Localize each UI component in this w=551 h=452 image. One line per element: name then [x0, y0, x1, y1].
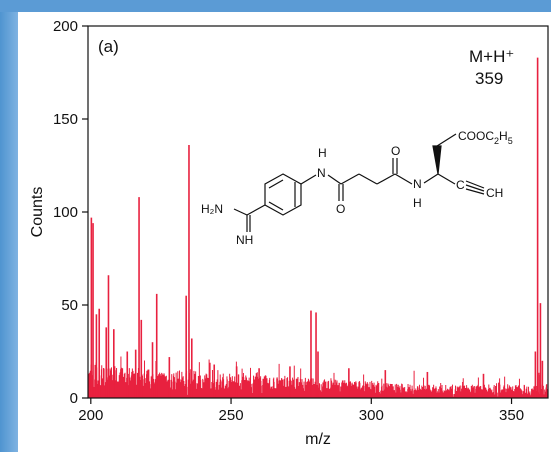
x-tick-label: 250: [219, 407, 244, 424]
label-h-bottom: H: [413, 196, 422, 210]
bond-chain-2: [358, 173, 378, 185]
label-nh: NH: [236, 233, 253, 247]
bond-ester: [436, 133, 457, 147]
label-o-left: O: [336, 202, 345, 216]
label-alkyne-ch: CH: [486, 186, 503, 200]
triple-bond-1: [465, 184, 485, 192]
annotation-mass: 359: [475, 69, 503, 88]
label-o-right: O: [391, 144, 400, 158]
y-axis-title: Counts: [29, 187, 46, 238]
molecule-structure: [233, 133, 485, 232]
triple-bond-2: [465, 188, 485, 195]
annotation-mh: M+H⁺: [469, 47, 514, 66]
molecule-labels: H N O O N H H₂N NH COOC2H5 C CH: [201, 129, 513, 247]
x-axis: 200 250 300 350: [78, 398, 524, 424]
x-tick-label: 200: [78, 407, 103, 424]
spectrum-series: [88, 57, 548, 398]
bond-h2n: [233, 208, 248, 216]
ring-double-bond-2: [268, 179, 284, 189]
bond-chain-1: [340, 173, 360, 185]
x-tick-label: 300: [359, 407, 384, 424]
y-tick-label: 100: [53, 204, 78, 221]
x-tick-label: 350: [499, 407, 524, 424]
y-axis: 0 50 100 150 200: [53, 18, 88, 407]
label-h2n: H₂N: [201, 202, 223, 216]
panel-label: (a): [98, 37, 119, 56]
bond-n-co: [327, 174, 342, 185]
bond-amidine: [246, 204, 266, 216]
y-tick-label: 50: [61, 297, 78, 314]
label-alkyne-c: C: [456, 178, 465, 192]
ring-double-bond-3: [268, 201, 284, 211]
top-border: [0, 0, 551, 12]
label-n-right: N: [413, 177, 422, 191]
plot-area: [88, 26, 548, 398]
label-h-top: H: [318, 146, 327, 160]
x-axis-title: m/z: [305, 431, 331, 448]
y-tick-label: 200: [53, 18, 78, 35]
label-ester: COOC2H5: [458, 129, 513, 146]
bond-ring-n: [300, 174, 317, 185]
bond-co-n: [394, 173, 413, 185]
bond-alkyne-stub: [437, 173, 456, 185]
bond-chain-3: [376, 173, 396, 185]
y-tick-label: 0: [70, 390, 78, 407]
y-tick-label: 150: [53, 111, 78, 128]
label-n-left: N: [317, 166, 326, 180]
bond-n-ch: [423, 173, 439, 184]
triple-bond-3: [465, 180, 485, 189]
